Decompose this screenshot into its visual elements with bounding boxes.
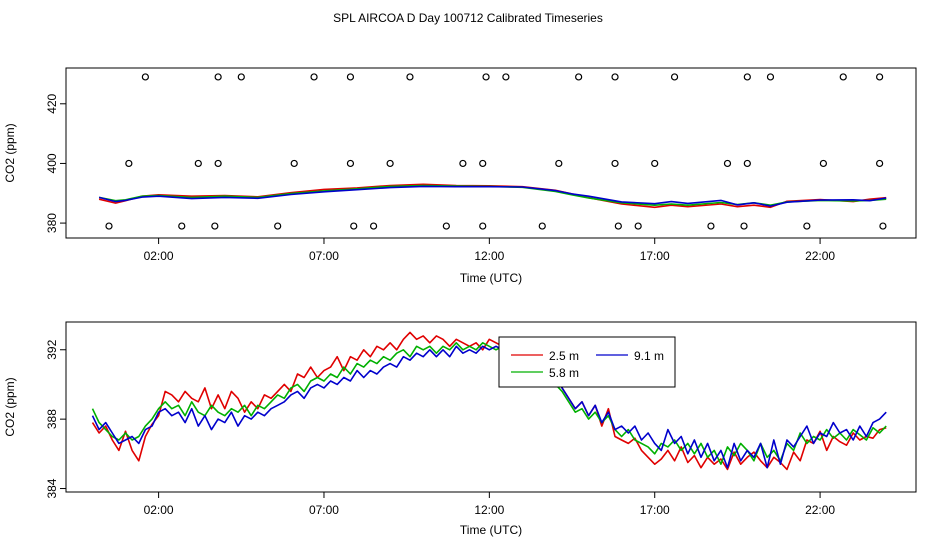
bottom-plot-area bbox=[91, 331, 887, 471]
top-data-point bbox=[290, 159, 298, 168]
top-data-point bbox=[611, 73, 619, 81]
bottom-plot-frame bbox=[65, 321, 917, 493]
bottom-y-axis-label: CO2 (ppm) bbox=[3, 377, 17, 436]
top-timeseries-panel: 02:00 07:00 12:00 17:00 22:00 380 400 420 Time… bbox=[3, 67, 917, 285]
top-data-point bbox=[879, 222, 887, 230]
top-data-point bbox=[575, 73, 583, 81]
top-data-point bbox=[125, 159, 133, 168]
top-data-point bbox=[178, 222, 186, 230]
top-data-point bbox=[237, 73, 245, 81]
bottom-x-tick-label: 17:00 bbox=[640, 503, 670, 517]
top-data-point bbox=[346, 73, 355, 81]
top-data-point bbox=[743, 73, 751, 81]
top-data-point bbox=[350, 222, 358, 230]
top-data-point bbox=[803, 222, 811, 230]
bottom-series-line-9-1-m bbox=[91, 345, 887, 469]
top-data-point bbox=[211, 222, 219, 230]
legend: 2.5 m 5.8 m 9.1 m bbox=[498, 336, 676, 388]
top-data-point bbox=[740, 222, 748, 230]
bottom-y-tick-label: 388 bbox=[45, 409, 59, 429]
top-plot-area bbox=[98, 73, 887, 230]
top-data-point bbox=[482, 73, 490, 81]
top-data-point bbox=[707, 222, 715, 230]
figure-title: SPL AIRCOA D Day 100712 Calibrated Times… bbox=[333, 11, 603, 25]
top-data-point bbox=[479, 159, 487, 168]
top-data-point bbox=[406, 73, 414, 81]
top-data-point bbox=[274, 222, 282, 230]
top-y-axis: 380 400 420 bbox=[45, 93, 66, 233]
top-data-point bbox=[766, 73, 775, 81]
top-data-point bbox=[614, 222, 622, 230]
top-data-point bbox=[442, 222, 450, 230]
top-data-point bbox=[386, 159, 394, 168]
top-x-tick-label: 12:00 bbox=[474, 249, 504, 263]
top-x-tick-label: 02:00 bbox=[144, 249, 174, 263]
top-data-point bbox=[634, 222, 642, 230]
legend-box bbox=[498, 336, 676, 388]
bottom-series-line-5-8-m bbox=[91, 341, 887, 466]
bottom-timeseries-panel: 02:00 07:00 12:00 17:00 22:00 384 388 392 Time… bbox=[3, 321, 917, 537]
bottom-y-axis: 384 388 392 bbox=[45, 339, 66, 499]
top-x-axis-label: Time (UTC) bbox=[460, 271, 522, 285]
bottom-y-tick-label: 392 bbox=[45, 339, 59, 359]
top-x-tick-label: 07:00 bbox=[309, 249, 339, 263]
bottom-x-tick-label: 22:00 bbox=[805, 503, 835, 517]
bottom-x-tick-label: 07:00 bbox=[309, 503, 339, 517]
top-data-point bbox=[876, 73, 884, 81]
top-data-point bbox=[105, 222, 113, 230]
bottom-x-tick-label: 02:00 bbox=[144, 503, 174, 517]
top-data-point bbox=[538, 222, 546, 230]
bottom-x-axis: 02:00 07:00 12:00 17:00 22:00 bbox=[144, 492, 835, 517]
top-data-point bbox=[194, 159, 202, 168]
top-data-point bbox=[459, 159, 467, 168]
top-data-point bbox=[214, 73, 222, 81]
top-x-tick-label: 22:00 bbox=[805, 249, 835, 263]
top-data-point bbox=[876, 159, 884, 168]
legend-label-2-5m: 2.5 m bbox=[549, 349, 579, 363]
top-data-point bbox=[369, 222, 378, 230]
top-data-point bbox=[651, 159, 659, 168]
top-x-tick-label: 17:00 bbox=[640, 249, 670, 263]
top-data-point bbox=[310, 73, 318, 81]
bottom-x-tick-label: 12:00 bbox=[474, 503, 504, 517]
legend-label-9-1m: 9.1 m bbox=[634, 349, 664, 363]
top-data-point bbox=[670, 73, 679, 81]
top-y-tick-label: 400 bbox=[45, 153, 59, 173]
top-data-point bbox=[214, 159, 222, 168]
top-data-point bbox=[819, 159, 827, 168]
top-data-point bbox=[346, 159, 355, 168]
top-data-point bbox=[611, 159, 619, 168]
bottom-y-tick-label: 384 bbox=[45, 478, 59, 498]
top-x-axis: 02:00 07:00 12:00 17:00 22:00 bbox=[144, 238, 835, 263]
top-data-point bbox=[479, 222, 487, 230]
bottom-x-axis-label: Time (UTC) bbox=[460, 523, 522, 537]
top-data-point bbox=[839, 73, 847, 81]
top-data-point bbox=[141, 73, 149, 81]
legend-label-5-8m: 5.8 m bbox=[549, 366, 579, 380]
top-series-line-9-1-m bbox=[98, 185, 887, 207]
top-y-axis-label: CO2 (ppm) bbox=[3, 123, 17, 182]
top-data-point bbox=[555, 159, 563, 168]
bottom-series-line-2-5-m bbox=[91, 331, 887, 471]
top-data-point bbox=[723, 159, 732, 168]
top-data-point bbox=[743, 159, 751, 168]
top-y-tick-label: 380 bbox=[45, 213, 59, 233]
top-data-point bbox=[502, 73, 510, 81]
top-plot-frame bbox=[65, 67, 917, 239]
top-y-tick-label: 420 bbox=[45, 93, 59, 113]
